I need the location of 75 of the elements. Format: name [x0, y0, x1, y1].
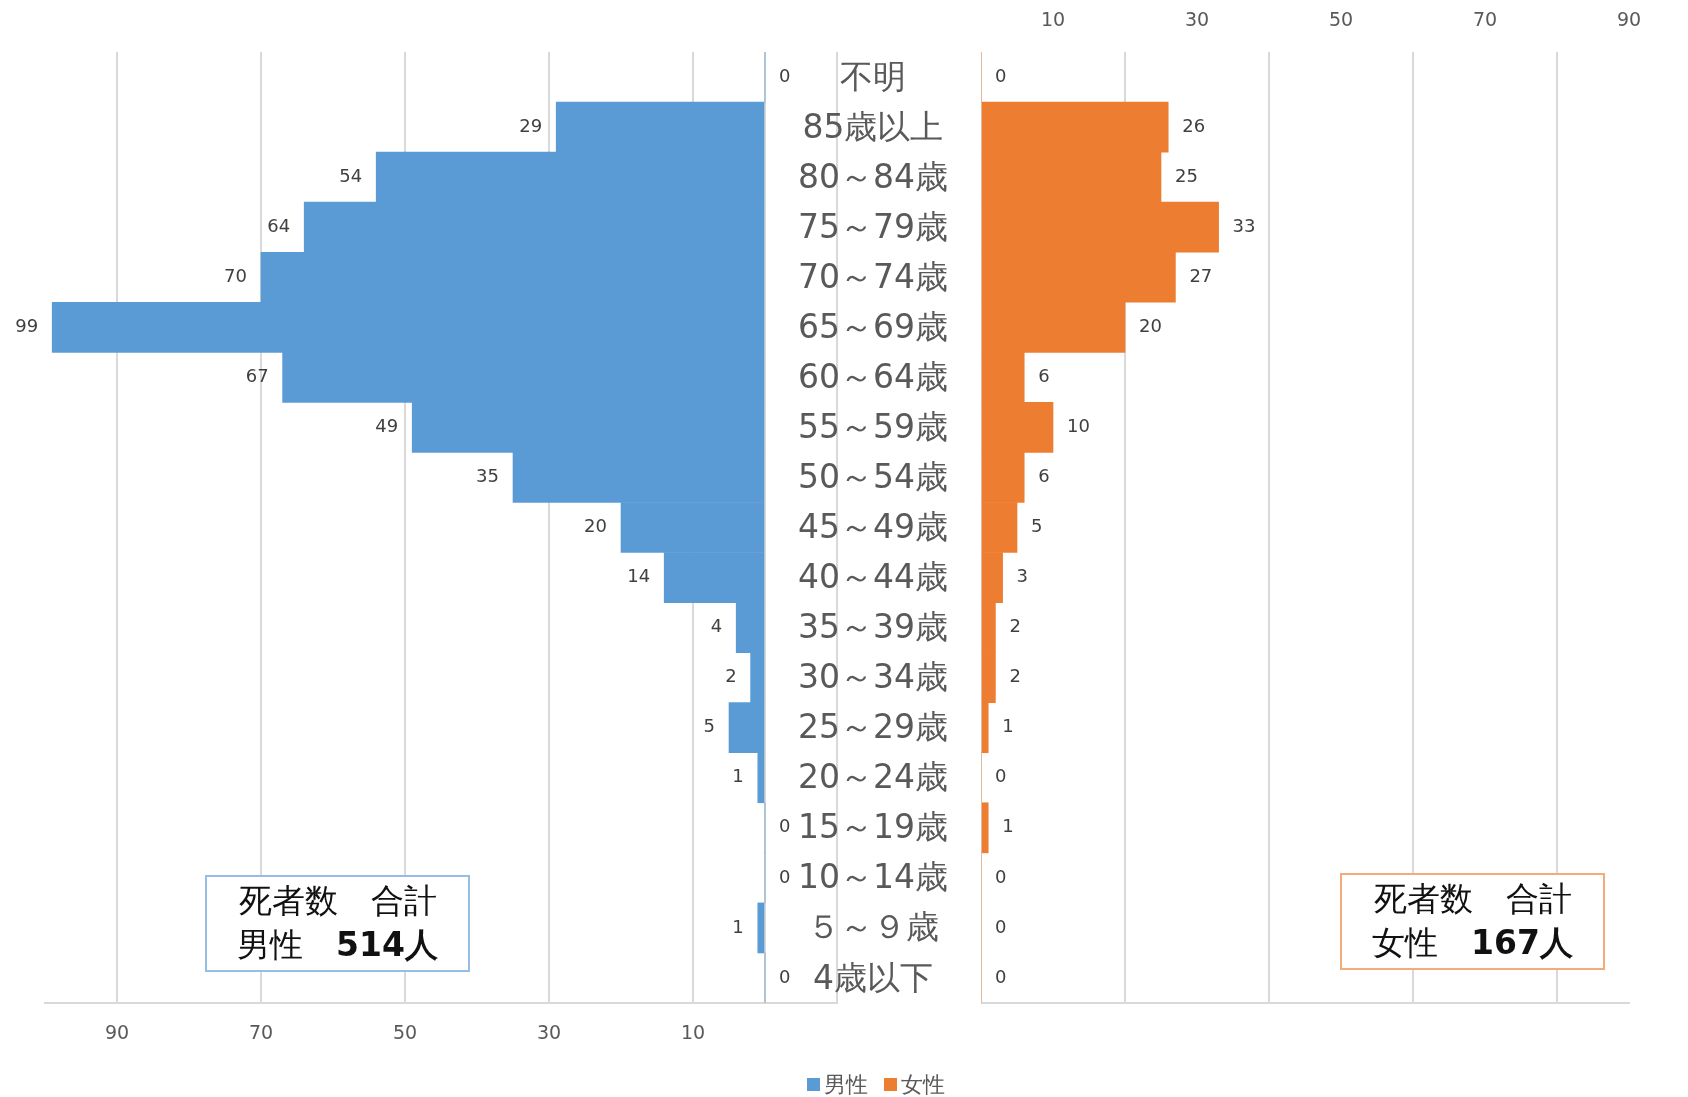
- data-label: 10: [1067, 415, 1090, 437]
- y-tick-label: 不明: [840, 56, 906, 96]
- y-tick-label: 70～74歳: [798, 256, 948, 296]
- data-label: 6: [1038, 365, 1050, 387]
- data-label: 0: [995, 865, 1007, 887]
- x-tick-label: 70: [248, 1021, 274, 1044]
- x-tick-label: 50: [392, 1021, 418, 1044]
- x2-tick-label: 10: [1040, 7, 1066, 30]
- data-label: 70: [224, 264, 247, 286]
- data-label: 2: [1009, 615, 1021, 637]
- data-label: 0: [995, 915, 1007, 937]
- legend-label: 女性: [901, 1072, 945, 1097]
- data-label: 33: [1232, 214, 1256, 236]
- data-label: 0: [995, 965, 1007, 987]
- y-tick-label: 4歳以下: [813, 957, 933, 997]
- y-tick-label: 50～54歳: [798, 457, 948, 497]
- x-tick-label: 10: [680, 1021, 706, 1044]
- y-tick-label: 25～29歳: [798, 707, 948, 747]
- data-label: 14: [627, 565, 651, 587]
- data-label: 5: [1031, 515, 1043, 537]
- y-tick-label: 35～39歳: [798, 607, 948, 647]
- data-label: 1: [732, 765, 744, 787]
- x2-tick-label: 90: [1616, 7, 1642, 30]
- data-label: 2: [1009, 665, 1021, 687]
- y-tick-label: 40～44歳: [798, 557, 948, 597]
- y-tick-label: ５～９歳: [807, 907, 939, 947]
- annotation: 死者数 合計: [238, 881, 437, 920]
- data-label: 29: [519, 114, 543, 136]
- data-label: 3: [1016, 565, 1029, 587]
- data-label: 4: [710, 615, 723, 637]
- data-label: 0: [995, 64, 1007, 86]
- data-label: 1: [1002, 815, 1014, 837]
- y-tick-label: 60～64歳: [798, 356, 948, 396]
- annotation: 死者数 合計: [1373, 879, 1572, 918]
- y-tick-label: 15～19歳: [798, 807, 948, 847]
- y-tick-label: 75～79歳: [798, 206, 948, 246]
- bar: [981, 802, 989, 854]
- bar: [757, 902, 765, 954]
- y-tick-label: 30～34歳: [798, 657, 948, 697]
- data-label: 0: [779, 64, 791, 86]
- y-tick-label: 10～14歳: [798, 857, 948, 897]
- data-label: 1: [1002, 715, 1014, 737]
- y-tick-label: 45～49歳: [798, 507, 948, 547]
- annotation: 女性 167人: [1372, 923, 1573, 962]
- y-tick-label: 55～59歳: [798, 406, 948, 446]
- x2-tick-label: 70: [1472, 7, 1498, 30]
- data-label: 6: [1038, 465, 1050, 487]
- data-label: 26: [1182, 114, 1206, 136]
- y-tick-label: 20～24歳: [798, 757, 948, 797]
- legend-label: 男性: [824, 1072, 868, 1097]
- data-label: 67: [245, 365, 269, 387]
- data-label: 2: [725, 665, 737, 687]
- data-label: 20: [584, 515, 607, 537]
- x-tick-label: 90: [104, 1021, 130, 1044]
- data-label: 5: [703, 715, 715, 737]
- x-tick-label: 30: [536, 1021, 562, 1044]
- data-label: 64: [267, 214, 291, 236]
- data-label: 35: [476, 465, 499, 487]
- y-tick-label: 85歳以上: [802, 106, 944, 146]
- y-tick-label: 80～84歳: [798, 156, 948, 196]
- data-label: 27: [1189, 264, 1213, 286]
- data-label: 1: [732, 915, 744, 937]
- data-label: 0: [779, 965, 791, 987]
- y-tick-label: 65～69歳: [798, 306, 948, 346]
- data-label: 0: [779, 815, 791, 837]
- data-label: 49: [375, 415, 399, 437]
- data-label: 0: [779, 865, 791, 887]
- data-label: 25: [1175, 164, 1198, 186]
- data-label: 20: [1139, 314, 1162, 336]
- data-label: 54: [339, 164, 363, 186]
- annotation: 男性 514人: [237, 925, 438, 964]
- data-label: 99: [15, 314, 39, 336]
- x2-tick-label: 50: [1328, 7, 1354, 30]
- data-label: 0: [995, 765, 1007, 787]
- x2-tick-label: 30: [1184, 7, 1210, 30]
